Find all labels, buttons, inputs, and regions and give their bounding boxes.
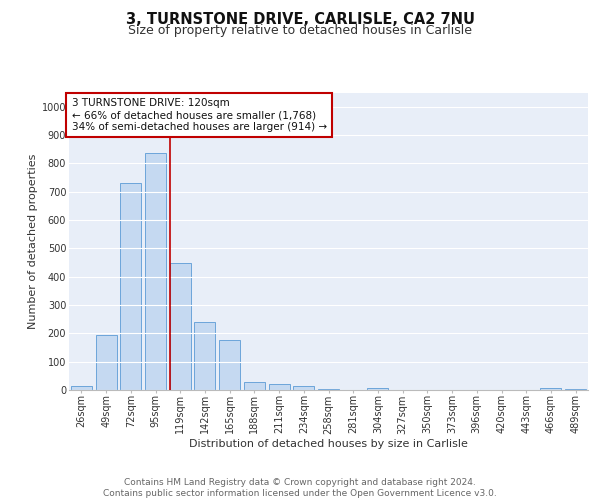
Bar — [244, 382, 265, 390]
Bar — [565, 388, 586, 390]
Bar — [318, 388, 339, 390]
Text: Size of property relative to detached houses in Carlisle: Size of property relative to detached ho… — [128, 24, 472, 37]
Bar — [293, 386, 314, 390]
Bar — [95, 335, 116, 390]
Bar — [194, 322, 215, 390]
Text: 3 TURNSTONE DRIVE: 120sqm
← 66% of detached houses are smaller (1,768)
34% of se: 3 TURNSTONE DRIVE: 120sqm ← 66% of detac… — [71, 98, 327, 132]
X-axis label: Distribution of detached houses by size in Carlisle: Distribution of detached houses by size … — [189, 439, 468, 449]
Bar — [541, 388, 562, 390]
Bar — [269, 384, 290, 390]
Bar — [120, 183, 141, 390]
Bar — [145, 154, 166, 390]
Bar — [71, 386, 92, 390]
Y-axis label: Number of detached properties: Number of detached properties — [28, 154, 38, 329]
Bar — [219, 340, 240, 390]
Text: 3, TURNSTONE DRIVE, CARLISLE, CA2 7NU: 3, TURNSTONE DRIVE, CARLISLE, CA2 7NU — [125, 12, 475, 28]
Bar — [170, 263, 191, 390]
Text: Contains HM Land Registry data © Crown copyright and database right 2024.
Contai: Contains HM Land Registry data © Crown c… — [103, 478, 497, 498]
Bar — [367, 388, 388, 390]
